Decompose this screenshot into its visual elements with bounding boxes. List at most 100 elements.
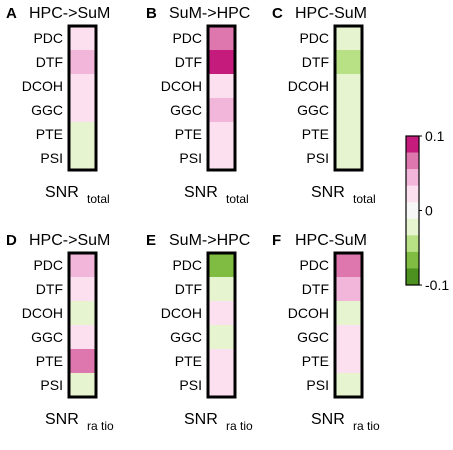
heatmap-cell [335, 253, 362, 277]
panel-letter: B [146, 5, 157, 22]
x-axis-label-subscript: total [226, 192, 249, 206]
heatmap-cell [335, 325, 362, 349]
heatmap-cell [335, 146, 362, 170]
heatmap-cell [208, 325, 235, 349]
row-label: PTE [175, 126, 202, 142]
row-label: PTE [36, 126, 63, 142]
x-axis-label: SNR [311, 184, 345, 201]
colorbar-bin [406, 185, 419, 203]
row-label: GGC [170, 329, 202, 345]
heatmap-cell [335, 122, 362, 146]
row-label: PDC [172, 257, 202, 273]
row-label: PSI [306, 377, 329, 393]
colorbar-bin [406, 136, 419, 153]
panel-title: HPC->SuM [29, 232, 110, 249]
heatmap-cell [69, 122, 96, 146]
panel-frame [67, 24, 98, 172]
row-label: DCOH [22, 305, 63, 321]
row-label: PSI [40, 377, 63, 393]
row-label: DCOH [161, 305, 202, 321]
colorbar-bin [406, 268, 419, 286]
row-label: DCOH [22, 78, 63, 94]
heatmap-cell [69, 146, 96, 170]
colorbar-bin [406, 152, 419, 170]
row-label: DTF [175, 281, 202, 297]
heatmap-cell [208, 277, 235, 301]
heatmap-cell [335, 349, 362, 373]
colorbar-tick-label: 0.1 [425, 128, 445, 144]
row-label: PSI [306, 150, 329, 166]
row-label: DTF [302, 54, 329, 70]
panel-letter: E [146, 232, 156, 249]
heatmap-cell [335, 277, 362, 301]
row-label: GGC [31, 329, 63, 345]
panel-frame [333, 251, 364, 399]
heatmap-cell [69, 325, 96, 349]
row-label: GGC [170, 102, 202, 118]
heatmap-cell [69, 349, 96, 373]
heatmap-cell [208, 146, 235, 170]
heatmap-cell [69, 98, 96, 122]
row-label: DCOH [161, 78, 202, 94]
heatmap-cell [69, 50, 96, 74]
x-axis-label: SNR [45, 411, 79, 428]
heatmap-cell [335, 373, 362, 397]
panel-letter: A [6, 5, 17, 22]
heatmap-cell [208, 122, 235, 146]
heatmap-cell [69, 373, 96, 397]
panel-letter: C [272, 5, 283, 22]
panel-title: HPC-SuM [295, 5, 367, 22]
row-label: DCOH [288, 305, 329, 321]
row-label: DTF [36, 54, 63, 70]
colorbar-bin [406, 218, 419, 236]
x-axis-label: SNR [45, 184, 79, 201]
colorbar-tick-label: -0.1 [425, 277, 449, 293]
row-label: GGC [297, 329, 329, 345]
row-label: GGC [31, 102, 63, 118]
heatmap-cell [208, 253, 235, 277]
panel-letter: D [6, 232, 17, 249]
row-label: DTF [175, 54, 202, 70]
x-axis-label: SNR [184, 184, 218, 201]
row-label: PTE [302, 126, 329, 142]
x-axis-label: SNR [311, 411, 345, 428]
row-label: PSI [179, 150, 202, 166]
colorbar-bin [406, 169, 419, 186]
row-label: PDC [299, 257, 329, 273]
heatmap-cell [69, 26, 96, 50]
row-label: PTE [302, 353, 329, 369]
row-label: DCOH [288, 78, 329, 94]
x-axis-label: SNR [184, 411, 218, 428]
x-axis-label-subscript: total [87, 192, 110, 206]
row-label: PSI [179, 377, 202, 393]
heatmap-cell [69, 301, 96, 325]
row-label: PTE [175, 353, 202, 369]
heatmap-cell [335, 301, 362, 325]
row-label: DTF [36, 281, 63, 297]
panel-letter: F [272, 232, 281, 249]
row-label: PDC [33, 30, 63, 46]
colorbar-bin [406, 251, 419, 269]
panel-title: SuM->HPC [169, 5, 250, 22]
row-label: GGC [297, 102, 329, 118]
heatmap-cell [335, 98, 362, 122]
heatmap-cell [208, 74, 235, 98]
heatmap-cell [335, 50, 362, 74]
row-label: PTE [36, 353, 63, 369]
x-axis-label-subscript: ra tio [87, 419, 114, 433]
heatmap-cell [208, 98, 235, 122]
heatmap-cell [208, 26, 235, 50]
row-label: PSI [40, 150, 63, 166]
heatmap-cell [69, 277, 96, 301]
heatmap-cell [335, 26, 362, 50]
panel-title: SuM->HPC [169, 232, 250, 249]
colorbar-bin [406, 235, 419, 253]
row-label: PDC [299, 30, 329, 46]
heatmap-cell [69, 74, 96, 98]
panel-title: HPC->SuM [29, 5, 110, 22]
panel-frame [206, 251, 237, 399]
heatmap-cell [208, 349, 235, 373]
heatmap-cell [335, 74, 362, 98]
panel-frame [206, 24, 237, 172]
